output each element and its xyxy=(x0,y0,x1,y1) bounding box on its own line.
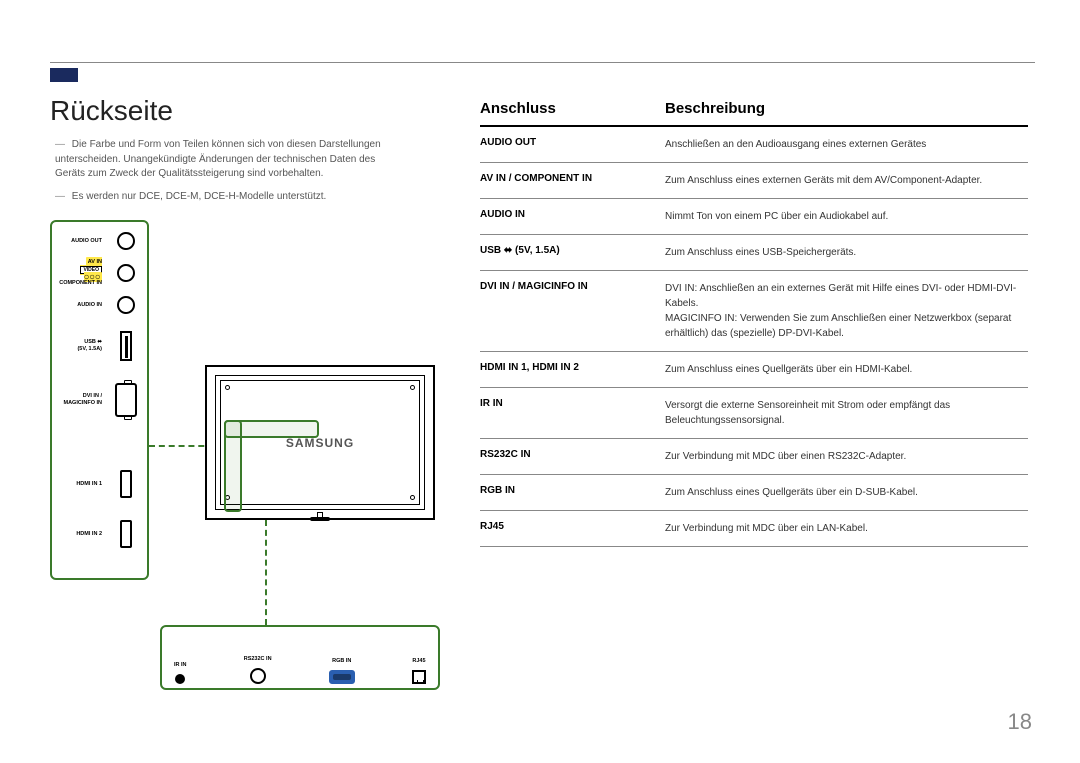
cell-port: RGB IN xyxy=(480,485,665,500)
usb-icon xyxy=(109,331,143,361)
cell-desc: Anschließen an den Audioausgang eines ex… xyxy=(665,137,1028,152)
table-row: AV IN / COMPONENT INZum Anschluss eines … xyxy=(480,163,1028,199)
jack-icon xyxy=(109,232,143,250)
monitor-bezel: SAMSUNG xyxy=(215,375,425,510)
label-rj45: RJ45 xyxy=(412,658,425,664)
label-audio-in: AUDIO IN xyxy=(56,302,102,309)
table-row: RS232C INZur Verbindung mit MDC über ein… xyxy=(480,439,1028,475)
table-row: USB ⬌ (5V, 1.5A)Zum Anschluss eines USB-… xyxy=(480,235,1028,271)
port-audio-in: AUDIO IN xyxy=(56,292,143,318)
cell-port: RJ45 xyxy=(480,521,665,536)
dvi-line1: DVI IN / xyxy=(83,393,102,399)
port-usb: USB ⬌ (5V, 1.5A) xyxy=(56,324,143,368)
port-rs232c: RS232C IN xyxy=(244,656,272,684)
note-models: ― Es werden nur DCE, DCE-M, DCE-H-Modell… xyxy=(55,190,395,205)
video-box: VIDEO xyxy=(80,266,102,274)
cell-desc: Nimmt Ton von einem PC über ein Audiokab… xyxy=(665,209,1028,224)
dash-marker: ― xyxy=(55,139,65,150)
av-in-text: AV IN xyxy=(88,259,102,265)
label-ir: IR IN xyxy=(174,662,187,668)
label-hdmi2: HDMI IN 2 xyxy=(56,531,102,538)
cell-desc: DVI IN: Anschließen an ein externes Gerä… xyxy=(665,281,1028,341)
dash-marker: ― xyxy=(55,191,65,202)
label-hdmi1: HDMI IN 1 xyxy=(56,481,102,488)
cell-desc: Versorgt die externe Sensoreinheit mit S… xyxy=(665,398,1028,428)
label-rs232c: RS232C IN xyxy=(244,656,272,662)
note1-text: Die Farbe und Form von Teilen können sic… xyxy=(55,139,381,179)
cell-port: HDMI IN 1, HDMI IN 2 xyxy=(480,362,665,377)
hdmi-icon xyxy=(109,470,143,498)
yellow-band: AV IN VIDEO ◯ ◯ ◯ xyxy=(80,257,102,282)
component-in-text: COMPONENT IN xyxy=(59,280,102,286)
label-audio-out: AUDIO OUT xyxy=(56,238,102,245)
cell-port: IR IN xyxy=(480,398,665,428)
port-audio-out: AUDIO OUT xyxy=(56,228,143,254)
cell-desc: Zur Verbindung mit MDC über einen RS232C… xyxy=(665,449,1028,464)
port-hdmi1: HDMI IN 1 xyxy=(56,462,143,506)
page-number: 18 xyxy=(1008,709,1032,735)
label-av-in: AV IN VIDEO ◯ ◯ ◯ COMPONENT IN xyxy=(56,259,102,287)
ir-jack-icon xyxy=(175,674,185,684)
table-row: RGB INZum Anschluss eines Quellgeräts üb… xyxy=(480,475,1028,511)
table-row: AUDIO OUTAnschließen an den Audioausgang… xyxy=(480,127,1028,163)
cell-desc: Zum Anschluss eines Quellgeräts über ein… xyxy=(665,362,1028,377)
cell-desc: Zum Anschluss eines USB-Speichergeräts. xyxy=(665,245,1028,260)
port-highlight-horz xyxy=(224,420,319,438)
jack-icon xyxy=(109,264,143,282)
table-row: AUDIO INNimmt Ton von einem PC über ein … xyxy=(480,199,1028,235)
cell-desc: Zum Anschluss eines Quellgeräts über ein… xyxy=(665,485,1028,500)
port-av-in: AV IN VIDEO ◯ ◯ ◯ COMPONENT IN xyxy=(56,260,143,286)
dvi-icon xyxy=(109,383,143,417)
table-header: Anschluss Beschreibung xyxy=(480,100,1028,127)
dvi-line2: MAGICINFO IN xyxy=(64,400,103,406)
rs232c-jack-icon xyxy=(250,668,266,684)
monitor-plate: SAMSUNG xyxy=(220,380,420,505)
cell-port: USB ⬌ (5V, 1.5A) xyxy=(480,245,665,260)
port-dvi: DVI IN / MAGICINFO IN xyxy=(56,374,143,426)
port-ir-in: IR IN xyxy=(174,662,187,684)
monitor-stand xyxy=(310,512,330,524)
cell-desc: Zur Verbindung mit MDC über ein LAN-Kabe… xyxy=(665,521,1028,536)
port-rj45: RJ45 xyxy=(412,658,426,684)
port-rgb: RGB IN xyxy=(329,658,355,684)
screw-icon xyxy=(410,385,415,390)
cell-port: AV IN / COMPONENT IN xyxy=(480,173,665,188)
cell-port: AUDIO IN xyxy=(480,209,665,224)
hdmi-icon xyxy=(109,520,143,548)
rj45-icon xyxy=(412,670,426,684)
screw-icon xyxy=(410,495,415,500)
page-title: Rückseite xyxy=(50,95,173,127)
table-row: HDMI IN 1, HDMI IN 2Zum Anschluss eines … xyxy=(480,352,1028,388)
screw-icon xyxy=(225,385,230,390)
jack-icon xyxy=(109,296,143,314)
table-row: DVI IN / MAGICINFO INDVI IN: Anschließen… xyxy=(480,271,1028,352)
note-disclaimer: ― Die Farbe und Form von Teilen können s… xyxy=(55,138,395,182)
port-hdmi2: HDMI IN 2 xyxy=(56,512,143,556)
connector-dash-v xyxy=(265,520,267,625)
cell-port: DVI IN / MAGICINFO IN xyxy=(480,281,665,341)
connector-spec-table: Anschluss Beschreibung AUDIO OUTAnschlie… xyxy=(480,100,1028,547)
table-row: IR INVersorgt die externe Sensoreinheit … xyxy=(480,388,1028,439)
vga-icon xyxy=(329,670,355,684)
table-row: RJ45Zur Verbindung mit MDC über ein LAN-… xyxy=(480,511,1028,547)
usb-line1: USB ⬌ xyxy=(84,339,102,345)
top-rule xyxy=(50,62,1035,63)
bottom-port-panel: IR IN RS232C IN RGB IN RJ45 xyxy=(160,625,440,690)
cell-port: AUDIO OUT xyxy=(480,137,665,152)
col-desc: Beschreibung xyxy=(665,100,765,117)
usb-line2: (5V, 1.5A) xyxy=(77,346,102,352)
cell-desc: Zum Anschluss eines externen Geräts mit … xyxy=(665,173,1028,188)
accent-block xyxy=(50,68,78,82)
side-port-panel: AUDIO OUT AV IN VIDEO ◯ ◯ ◯ COMPONENT IN… xyxy=(50,220,149,580)
note2-text: Es werden nur DCE, DCE-M, DCE-H-Modelle … xyxy=(72,191,327,202)
label-dvi: DVI IN / MAGICINFO IN xyxy=(56,393,102,406)
col-port: Anschluss xyxy=(480,100,665,117)
diagram-area: AUDIO OUT AV IN VIDEO ◯ ◯ ◯ COMPONENT IN… xyxy=(50,220,440,700)
label-usb: USB ⬌ (5V, 1.5A) xyxy=(56,339,102,352)
cell-port: RS232C IN xyxy=(480,449,665,464)
label-rgb: RGB IN xyxy=(332,658,351,664)
